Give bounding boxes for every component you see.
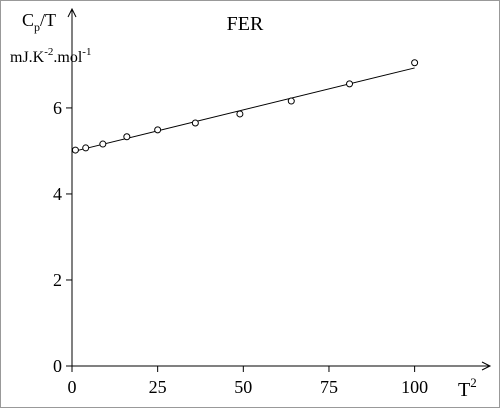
y-arrow <box>67 7 77 18</box>
y-units: mJ.K-2.mol-1 <box>10 46 91 66</box>
x-tick-label: 0 <box>68 377 77 397</box>
data-point <box>346 80 354 88</box>
data-point <box>191 119 199 127</box>
y-label-part: C <box>22 10 34 30</box>
y-tick-label: 4 <box>53 184 62 204</box>
x-label-part: T <box>458 379 470 401</box>
y-tick-label: 0 <box>53 356 62 376</box>
x-tick-label: 25 <box>149 377 167 397</box>
y-tick-label: 2 <box>53 270 62 290</box>
data-point <box>411 59 419 67</box>
y-units-part: .mol <box>53 49 82 66</box>
data-point <box>236 110 244 118</box>
data-point <box>71 146 79 154</box>
y-units-sup: -2 <box>44 46 53 58</box>
data-point <box>123 133 131 141</box>
y-tick-label: 6 <box>53 98 62 118</box>
y-units-part: mJ.K <box>10 49 45 66</box>
x-tick-label: 50 <box>234 377 252 397</box>
y-label-sub: p <box>34 20 40 34</box>
y-units-sup: -1 <box>82 46 91 58</box>
data-point <box>99 140 107 148</box>
x-tick-label: 100 <box>401 377 428 397</box>
data-point <box>287 97 295 105</box>
y-label-part: /T <box>40 10 56 30</box>
x-label-sup: 2 <box>470 375 477 390</box>
data-point <box>154 126 162 134</box>
data-point <box>82 144 90 152</box>
x-label: T2 <box>458 375 477 401</box>
y-label: Cp/T <box>22 10 56 34</box>
x-arrow <box>481 361 492 371</box>
chart-title: FER <box>227 13 264 35</box>
x-tick-label: 75 <box>320 377 338 397</box>
